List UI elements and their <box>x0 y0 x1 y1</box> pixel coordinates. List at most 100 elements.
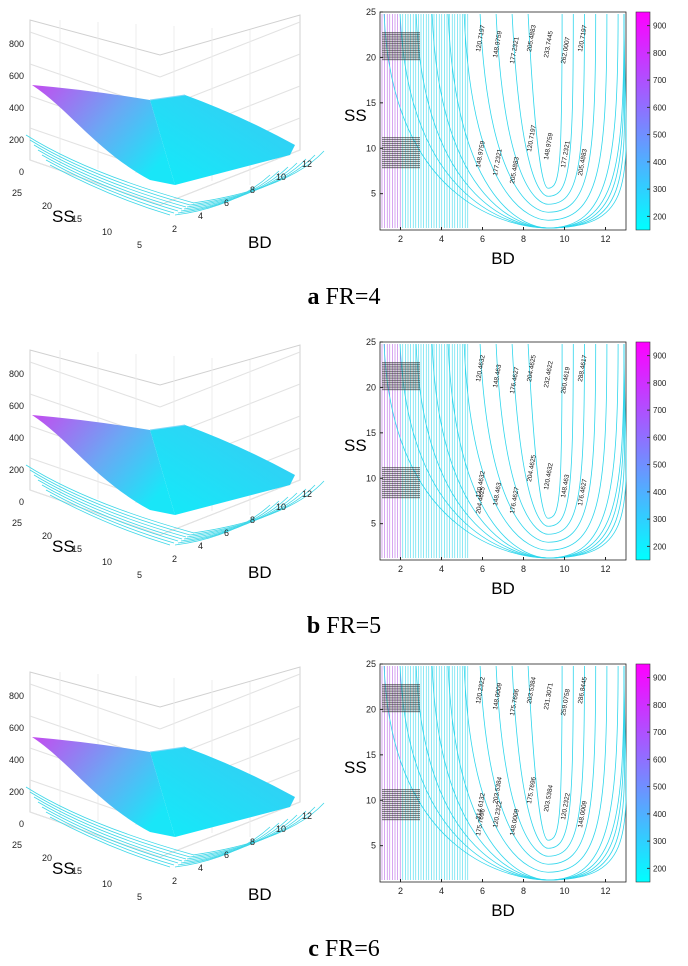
base-contour <box>25 786 195 856</box>
bd-tick-label: 6 <box>224 528 229 538</box>
contour-level-label: 314.6132 <box>475 792 487 820</box>
surface-left-face <box>32 85 175 185</box>
surface-ridge <box>149 424 186 431</box>
colorbar-tick-label: 400 <box>653 488 667 497</box>
bd-tick-label: 4 <box>198 541 203 551</box>
contour-label-cluster <box>382 141 420 143</box>
colorbar-tick-label: 700 <box>653 76 667 85</box>
contour-level-label: 148.9759 <box>492 30 504 58</box>
contour-label-cluster <box>382 32 420 34</box>
colorbar-tick-label: 900 <box>653 22 667 31</box>
contour-line <box>511 343 574 527</box>
contour-label-cluster <box>382 165 420 167</box>
bd-tick-label: 12 <box>302 489 312 499</box>
ss-tick-label: 10 <box>102 227 112 237</box>
surface-left-face <box>32 415 175 515</box>
contour-label-cluster <box>382 473 420 475</box>
base-contour <box>37 801 183 862</box>
contour-label-cluster <box>382 365 420 367</box>
bd-tick-label: 10 <box>276 172 286 182</box>
contour-label-cluster <box>382 803 420 805</box>
z-tick-label: 600 <box>9 401 24 411</box>
contour-line <box>463 343 608 551</box>
base-contour <box>29 139 191 206</box>
contour-level-label: 262.0007 <box>560 36 572 64</box>
contour-level-label: 176.4627 <box>509 486 521 514</box>
colorbar-tick-label: 900 <box>653 352 667 361</box>
surface-xlabel: SS <box>52 207 75 226</box>
surface-ridge <box>149 94 186 101</box>
grid-line <box>159 21 301 78</box>
colorbar-gradient <box>635 341 651 561</box>
contour-label-cluster <box>382 799 420 801</box>
surface-ridge <box>149 746 186 753</box>
z-tick-label: 600 <box>9 71 24 81</box>
contour-line <box>479 343 597 543</box>
contour-label-cluster <box>382 475 420 477</box>
contour-label-cluster <box>382 147 420 149</box>
contour-label-cluster <box>382 698 420 700</box>
ss-tick-label: 20 <box>42 531 52 541</box>
contour-label-cluster <box>382 693 420 695</box>
colorbar-tick-label: 300 <box>653 515 667 524</box>
grid-line <box>29 811 161 858</box>
base-contour <box>45 489 175 544</box>
contour-label-cluster <box>382 813 420 815</box>
base-contour <box>49 494 171 546</box>
panel-c: 020040060080025201510524681012SSBD120.23… <box>9 659 667 920</box>
contour-label-cluster <box>382 702 420 704</box>
base-contour <box>33 796 187 860</box>
contour-line <box>495 343 585 535</box>
contour-label-cluster <box>382 469 420 471</box>
contour-line <box>527 13 563 189</box>
contour-xtick-label: 6 <box>480 234 485 244</box>
contour-line <box>527 665 563 841</box>
contour-label-cluster <box>382 37 420 39</box>
base-contour <box>33 144 187 208</box>
contour-label-cluster <box>382 51 420 53</box>
contour-ytick-label: 15 <box>366 750 376 760</box>
contour-label-cluster <box>382 485 420 487</box>
contour-level-label: 148.463 <box>560 474 571 499</box>
contour-label-cluster <box>382 57 420 59</box>
contour-label-cluster <box>382 819 420 821</box>
z-tick-label: 800 <box>9 691 24 701</box>
contour-xtick-label: 4 <box>439 564 444 574</box>
contour-line <box>511 665 574 849</box>
contour-label-cluster <box>382 487 420 489</box>
contour-label-cluster <box>382 53 420 55</box>
contour-label-cluster <box>382 46 420 48</box>
contour-level-label: 148.9759 <box>475 140 487 168</box>
contour-label-cluster <box>382 374 420 376</box>
colorbar-tick-label: 200 <box>653 542 667 551</box>
base-contour <box>25 464 195 534</box>
bd-tick-label: 8 <box>250 837 255 847</box>
contour-label-cluster <box>382 495 420 497</box>
contour-label-cluster <box>382 497 420 499</box>
contour-level-label: 205.4883 <box>526 24 538 52</box>
contour-label-cluster <box>382 383 420 385</box>
ss-tick-label: 15 <box>72 544 82 554</box>
caption-a: a FR=4 <box>307 284 381 310</box>
contour-level-label: 260.4619 <box>560 366 572 394</box>
contour-level-label: 148.0009 <box>492 682 504 710</box>
bd-tick-label: 2 <box>172 224 177 234</box>
contour-level-label: 120.7197 <box>577 24 589 52</box>
surface-plot: 0 200 400 600 800 25 20 15 10 5 2 4 6 8 10 12 SS BD <box>9 14 325 252</box>
contour-level-label: 148.463 <box>492 482 503 507</box>
contour-level-label: 120.7197 <box>475 24 487 52</box>
contour-label-cluster <box>382 157 420 159</box>
contour-ytick-label: 20 <box>366 704 376 714</box>
contour-label-cluster <box>382 797 420 799</box>
contour-label-cluster <box>382 372 420 374</box>
colorbar-tick-label: 200 <box>653 212 667 221</box>
contour-label-cluster <box>382 380 420 382</box>
bd-tick-label: 6 <box>224 850 229 860</box>
z-tick-label: 0 <box>19 497 24 507</box>
contour-label-cluster <box>382 362 420 364</box>
contour-xlabel: BD <box>491 579 515 598</box>
contour-level-label: 231.3071 <box>543 682 555 710</box>
colorbar-tick-label: 500 <box>653 783 667 792</box>
base-contour <box>41 484 179 542</box>
z-tick-label: 400 <box>9 103 24 113</box>
